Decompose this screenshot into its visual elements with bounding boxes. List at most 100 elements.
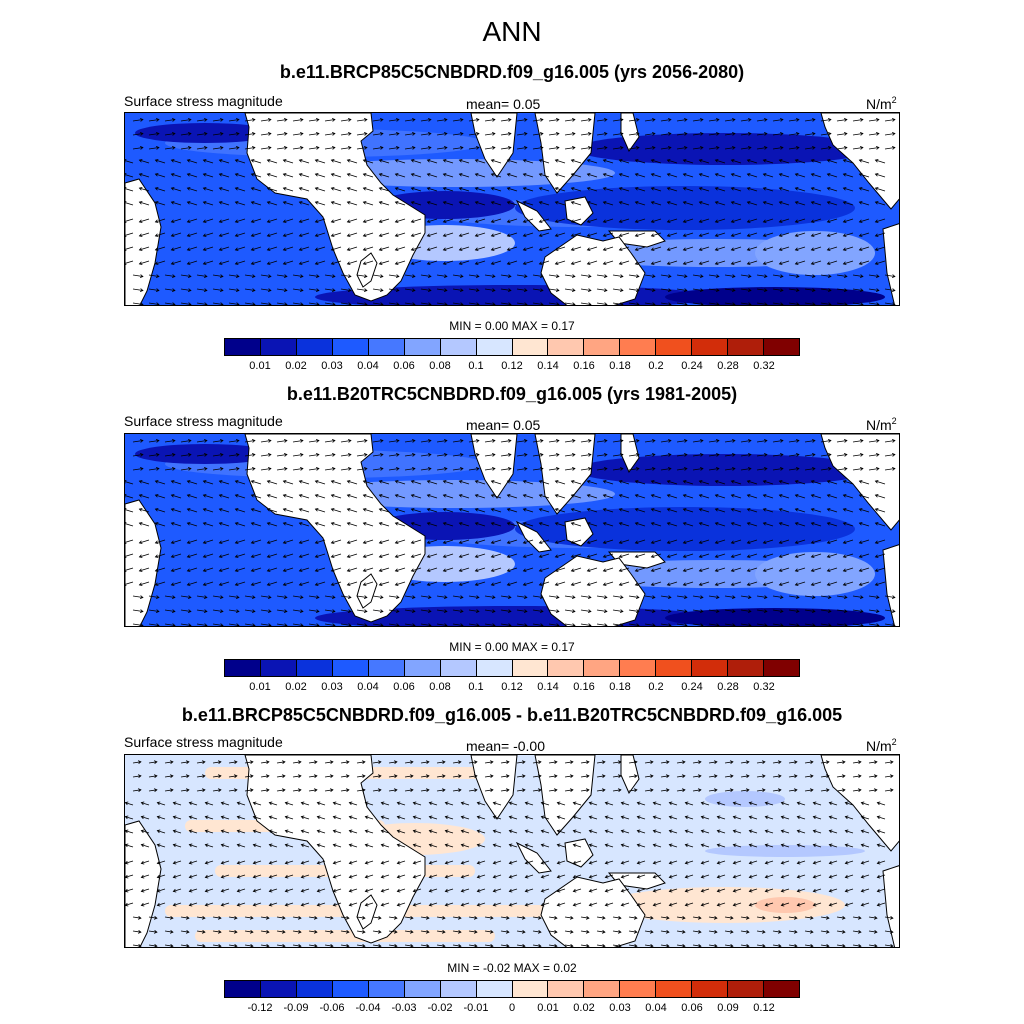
panel-2-units: N/m2 [866,416,897,433]
colorbar-swatch [548,981,585,997]
colorbar-swatch [512,339,549,355]
colorbar-swatch [728,981,765,997]
colorbar-swatch [260,660,297,676]
colorbar-swatch [476,339,513,355]
panel-3-minmax: MIN = -0.02 MAX = 0.02 [447,961,577,975]
colorbar-swatch [368,660,405,676]
colorbar-swatch [296,339,333,355]
colorbar-swatch [332,339,369,355]
colorbar-tick-label: -0.12 [247,1002,273,1014]
colorbar-swatch [225,981,261,997]
colorbar-swatch [440,339,477,355]
colorbar-swatch [764,981,799,997]
colorbar-tick-label: 0.14 [537,681,559,693]
panel-2-mean-label: mean= 0.05 [466,417,541,433]
colorbar-tick-label: 0.32 [753,360,775,372]
colorbar-tick-label: 0.1 [468,681,484,693]
colorbar-tick-label: 0.03 [609,1002,631,1014]
colorbar-tick-label: 0.03 [321,681,343,693]
colorbar-tick-label: 0.03 [321,360,343,372]
colorbar-tick-label: 0.16 [573,681,595,693]
colorbar-swatch [512,981,549,997]
colorbar-tick-label: 0.01 [537,1002,559,1014]
colorbar-tick-label: 0.18 [609,360,631,372]
colorbar-swatch [728,339,765,355]
colorbar-tick-label: 0 [508,1002,516,1014]
panel-2-variable-label: Surface stress magnitude [124,413,283,429]
colorbar-tick-label: 0.02 [285,360,307,372]
colorbar-swatch [656,339,693,355]
panel-1-mean-label: mean= 0.05 [466,96,541,112]
panel-1-title: b.e11.BRCP85C5CNBDRD.f09_g16.005 (yrs 20… [279,62,745,82]
colorbar-tick-label: -0.09 [283,1002,309,1014]
colorbar-tick-label: 0.1 [468,360,484,372]
colorbar-tick-label: -0.04 [355,1002,381,1014]
colorbar-tick-label: 0.32 [753,681,775,693]
panel-1-map [124,112,900,306]
panel-1-units: N/m2 [866,95,897,112]
colorbar-tick-label: 0.18 [609,681,631,693]
panel-2-map [124,433,900,627]
panel-2-colorbar [224,659,800,677]
colorbar-tick-label: 0.04 [357,360,379,372]
colorbar-tick-label: 0.09 [717,1002,739,1014]
colorbar-swatch [620,981,657,997]
colorbar-tick-label: 0.06 [393,360,415,372]
panel-1-minmax: MIN = 0.00 MAX = 0.17 [449,319,575,333]
panel-3-mean-label: mean= -0.00 [466,738,545,754]
colorbar-tick-label: -0.03 [391,1002,417,1014]
colorbar-tick-label: 0.2 [648,360,664,372]
colorbar-tick-label: 0.12 [501,360,523,372]
colorbar-swatch [764,339,799,355]
figure-title: ANN [482,16,542,47]
panel-1-colorbar [224,338,800,356]
colorbar-swatch [620,660,657,676]
colorbar-swatch [548,339,585,355]
colorbar-swatch [225,660,261,676]
colorbar-tick-label: 0.01 [249,360,271,372]
panel-3-colorbar [224,980,800,998]
colorbar-tick-label: 0.28 [717,681,739,693]
panel-3-units: N/m2 [866,737,897,754]
colorbar-swatch [404,339,441,355]
colorbar-swatch [476,660,513,676]
colorbar-swatch [225,339,261,355]
colorbar-tick-label: 0.01 [249,681,271,693]
colorbar-tick-label: -0.06 [319,1002,345,1014]
panel-3-map-svg [125,755,899,947]
colorbar-swatch [296,981,333,997]
panel-1-map-svg [125,113,899,305]
colorbar-tick-label: 0.24 [681,360,703,372]
colorbar-swatch [584,660,621,676]
colorbar-swatch [368,339,405,355]
panel-2-map-svg [125,434,899,626]
panel-1-colorbar-ticks: 0.01 0.02 0.03 0.04 0.06 0.08 0.1 0.12 0.14 0.16 0… [224,360,800,374]
colorbar-swatch [476,981,513,997]
panel-3-map [124,754,900,948]
colorbar-swatch [440,660,477,676]
colorbar-swatch [656,660,693,676]
colorbar-tick-label: 0.12 [753,1002,775,1014]
colorbar-swatch [656,981,693,997]
colorbar-tick-label: 0.14 [537,360,559,372]
colorbar-tick-label: 0.12 [501,681,523,693]
colorbar-swatch [584,339,621,355]
panel-3-title: b.e11.BRCP85C5CNBDRD.f09_g16.005 - b.e11… [181,705,843,725]
colorbar-swatch [764,660,799,676]
colorbar-swatch [332,660,369,676]
colorbar-swatch [332,981,369,997]
panel-2-colorbar-ticks: 0.01 0.02 0.03 0.04 0.06 0.08 0.1 0.12 0.14 0.16 0… [224,681,800,695]
colorbar-tick-label: -0.02 [427,1002,453,1014]
colorbar-swatch [260,981,297,997]
colorbar-tick-label: -0.01 [463,1002,489,1014]
colorbar-swatch [620,339,657,355]
colorbar-tick-label: 0.06 [393,681,415,693]
colorbar-tick-label: 0.04 [645,1002,667,1014]
colorbar-tick-label: 0.24 [681,681,703,693]
colorbar-swatch [368,981,405,997]
colorbar-swatch [404,660,441,676]
colorbar-swatch [728,660,765,676]
panel-2-minmax: MIN = 0.00 MAX = 0.17 [449,640,575,654]
colorbar-swatch [548,660,585,676]
panel-3-variable-label: Surface stress magnitude [124,734,283,750]
